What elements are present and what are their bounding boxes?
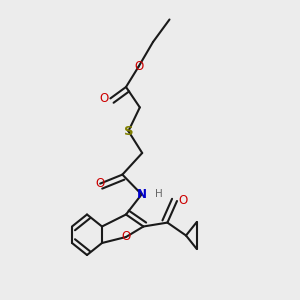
Text: O: O: [134, 60, 143, 73]
Text: N: N: [136, 188, 147, 201]
Text: O: O: [178, 194, 188, 208]
Text: H: H: [155, 189, 163, 200]
Text: S: S: [124, 124, 133, 138]
Text: O: O: [100, 92, 109, 105]
Text: O: O: [96, 177, 105, 190]
Text: O: O: [122, 230, 130, 244]
